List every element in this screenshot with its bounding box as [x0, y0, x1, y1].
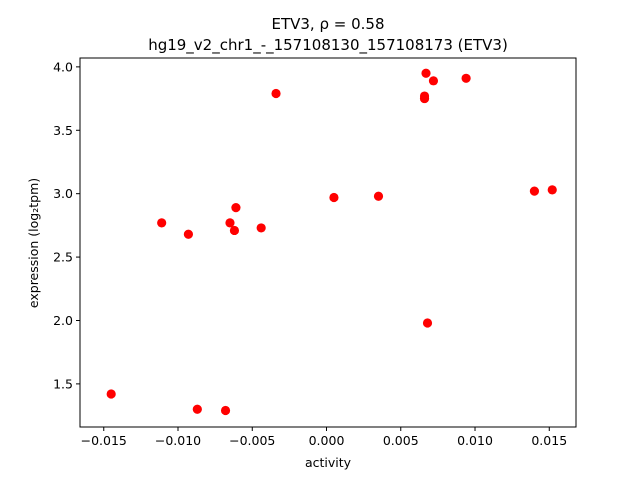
data-point	[419, 91, 430, 101]
axis-ticks: −0.015 −0.010 −0.005 0.000 0.005 0.010 0.015 1.…	[53, 59, 567, 448]
plot-frame	[79, 57, 577, 428]
data-point	[421, 68, 431, 78]
data-point	[373, 191, 384, 201]
data-point	[157, 218, 167, 228]
x-tick-label: 0.000	[309, 433, 345, 448]
data-points	[106, 68, 557, 416]
x-tick-label: 0.010	[457, 433, 493, 448]
data-point	[422, 318, 433, 328]
data-point	[547, 185, 557, 195]
y-tick-label: 2.0	[53, 313, 73, 328]
chart-subtitle: hg19_v2_chr1_-_157108130_157108173 (ETV3…	[148, 36, 508, 55]
data-point	[428, 76, 439, 86]
data-point	[231, 203, 241, 213]
y-tick-label: 1.5	[53, 376, 73, 391]
data-point	[461, 73, 471, 83]
y-tick-label: 4.0	[53, 59, 73, 74]
y-tick-label: 2.5	[53, 250, 73, 265]
data-point	[225, 218, 235, 228]
data-point	[271, 88, 281, 99]
data-point	[192, 404, 202, 414]
x-tick-label: −0.015	[81, 433, 127, 448]
data-point	[183, 229, 194, 239]
data-point	[220, 405, 231, 416]
data-point	[529, 186, 540, 196]
x-axis-label: activity	[305, 455, 352, 470]
data-point	[106, 389, 116, 399]
y-tick-label: 3.5	[53, 123, 73, 138]
y-axis-label: expression (log₂tpm)	[26, 178, 41, 308]
data-point	[229, 225, 240, 236]
x-tick-label: −0.005	[229, 433, 275, 448]
y-tick-label: 3.0	[53, 186, 73, 201]
x-tick-label: 0.015	[531, 433, 567, 448]
chart-title: ETV3, ρ = 0.58	[271, 15, 384, 33]
x-tick-label: 0.005	[383, 433, 419, 448]
data-point	[329, 192, 339, 203]
data-point	[256, 223, 266, 233]
x-tick-label: −0.010	[155, 433, 201, 448]
